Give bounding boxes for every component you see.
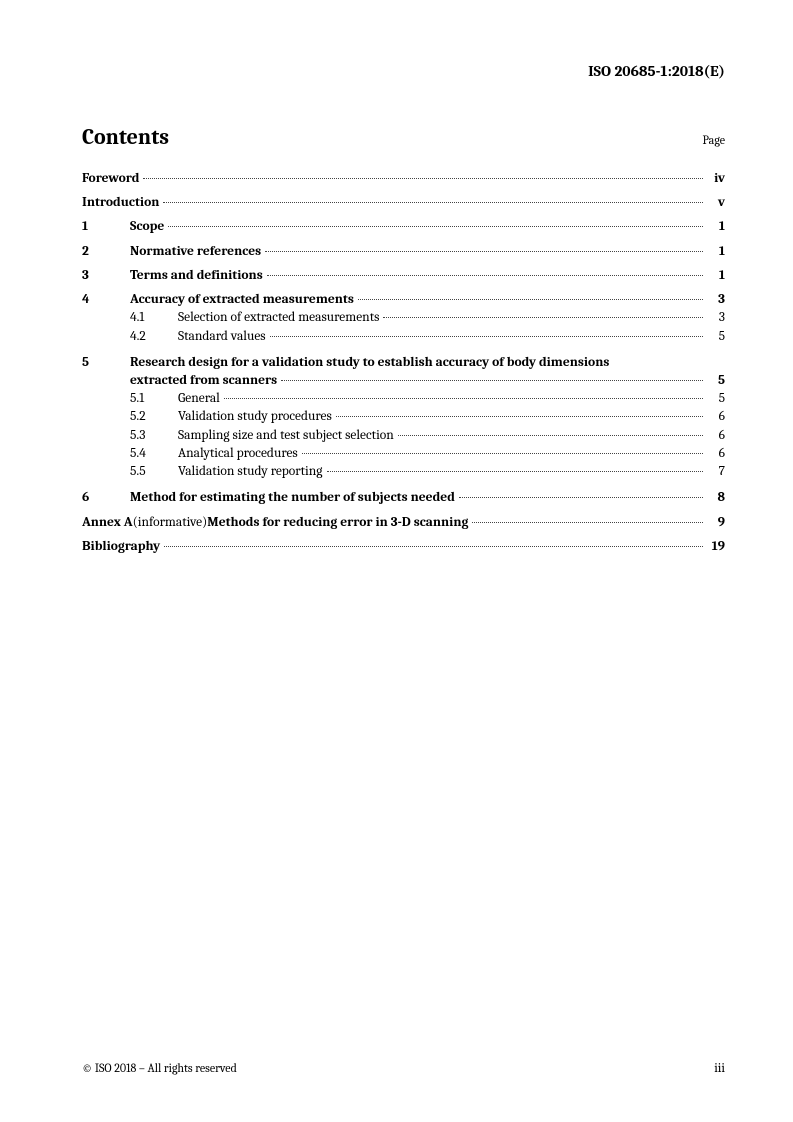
annex-type: (informative) xyxy=(133,514,208,532)
toc-title-line1: Research design for a validation study t… xyxy=(130,354,725,372)
toc-subtitle: Selection of extracted measurements xyxy=(178,309,379,327)
toc-entry-terms-definitions: 3 Terms and definitions 1 xyxy=(82,267,725,285)
toc-title: Methods for reducing error in 3-D scanni… xyxy=(207,514,468,532)
toc-title-line2: extracted from scanners xyxy=(130,372,277,390)
toc-number: 1 xyxy=(82,218,130,236)
toc-subnumber: 4.1 xyxy=(130,309,178,327)
toc-subnumber: 5.4 xyxy=(130,445,178,463)
toc-entry-scope: 1 Scope 1 xyxy=(82,218,725,236)
toc-section-accuracy: 4 Accuracy of extracted measurements 3 4… xyxy=(82,291,725,346)
page-column-label: Page xyxy=(703,133,725,147)
toc-entry-bibliography: Bibliography 19 xyxy=(82,538,725,556)
toc-entry-introduction: Introduction v xyxy=(82,194,725,212)
toc-subentry: 5.3 Sampling size and test subject selec… xyxy=(82,427,725,445)
toc-subtitle: Sampling size and test subject selection xyxy=(178,427,394,445)
toc-entry-foreword: Foreword iv xyxy=(82,170,725,188)
document-header: ISO 20685-1:2018(E) xyxy=(82,62,725,80)
toc-page: 19 xyxy=(707,538,725,556)
toc-subnumber: 5.2 xyxy=(130,408,178,426)
toc-leader xyxy=(267,275,703,276)
toc-page: 6 xyxy=(707,427,725,445)
toc-section-research-design: 5 Research design for a validation study… xyxy=(82,354,725,482)
toc-subentry: 5.2 Validation study procedures 6 xyxy=(82,408,725,426)
page-footer: © ISO 2018 – All rights reserved iii xyxy=(82,1061,725,1076)
toc-page: 1 xyxy=(707,267,725,285)
toc-leader xyxy=(270,336,703,337)
toc-leader xyxy=(327,471,704,472)
annex-label: Annex A xyxy=(82,514,133,532)
toc-page: 1 xyxy=(707,218,725,236)
toc-title: Bibliography xyxy=(82,538,160,556)
contents-title: Contents xyxy=(82,124,169,150)
toc-entry-normative-references: 2 Normative references 1 xyxy=(82,243,725,261)
toc-title: Method for estimating the number of subj… xyxy=(130,489,455,507)
toc-number: 5 xyxy=(82,354,130,372)
toc-leader xyxy=(164,546,703,547)
toc-number: 3 xyxy=(82,267,130,285)
toc-page: 6 xyxy=(707,408,725,426)
toc-leader xyxy=(281,380,703,381)
toc-page: 5 xyxy=(707,372,725,390)
toc-title: Foreword xyxy=(82,170,139,188)
toc-subtitle: Validation study reporting xyxy=(178,463,323,481)
toc-title: Accuracy of extracted measurements xyxy=(130,291,354,309)
toc-page: 7 xyxy=(707,463,725,481)
toc-page: 8 xyxy=(707,489,725,507)
toc-number: 6 xyxy=(82,489,130,507)
toc-page: 5 xyxy=(707,390,725,408)
toc-leader xyxy=(336,416,703,417)
toc-leader xyxy=(224,398,703,399)
toc-page: 5 xyxy=(707,328,725,346)
toc-page: 3 xyxy=(707,309,725,327)
toc-subentry: 5.1 General 5 xyxy=(82,390,725,408)
toc-leader xyxy=(168,226,703,227)
toc-leader xyxy=(383,317,703,318)
toc-subtitle: Validation study procedures xyxy=(178,408,332,426)
toc-subnumber: 5.3 xyxy=(130,427,178,445)
toc-page: 6 xyxy=(707,445,725,463)
toc-page: 9 xyxy=(707,514,725,532)
toc-subtitle: Analytical procedures xyxy=(178,445,298,463)
toc-leader xyxy=(143,178,703,179)
toc-entry-accuracy: 4 Accuracy of extracted measurements 3 xyxy=(82,291,725,309)
toc-page: v xyxy=(707,194,725,212)
toc-subtitle: Standard values xyxy=(178,328,266,346)
table-of-contents: Foreword iv Introduction v 1 Scope 1 2 N… xyxy=(82,170,725,556)
toc-title: Terms and definitions xyxy=(130,267,263,285)
toc-subentry: 4.1 Selection of extracted measurements … xyxy=(82,309,725,327)
toc-subnumber: 5.1 xyxy=(130,390,178,408)
toc-page: 3 xyxy=(707,291,725,309)
toc-subtitle: General xyxy=(178,390,220,408)
toc-subentry: 5.5 Validation study reporting 7 xyxy=(82,463,725,481)
toc-leader xyxy=(472,522,703,523)
toc-leader xyxy=(163,202,703,203)
footer-page-number: iii xyxy=(714,1061,725,1076)
toc-leader xyxy=(398,435,703,436)
toc-entry-method-estimating: 6 Method for estimating the number of su… xyxy=(82,489,725,507)
toc-page: iv xyxy=(707,170,725,188)
toc-leader xyxy=(459,497,703,498)
toc-subentry: 5.4 Analytical procedures 6 xyxy=(82,445,725,463)
toc-subnumber: 4.2 xyxy=(130,328,178,346)
toc-subnumber: 5.5 xyxy=(130,463,178,481)
toc-leader xyxy=(302,453,703,454)
toc-number: 4 xyxy=(82,291,130,309)
toc-leader xyxy=(265,251,703,252)
toc-title: Scope xyxy=(130,218,164,236)
toc-subentry: 4.2 Standard values 5 xyxy=(82,328,725,346)
toc-title: Normative references xyxy=(130,243,261,261)
toc-entry-research-design: 5 Research design for a validation study… xyxy=(82,354,725,390)
toc-entry-annex-a: Annex A (informative) Methods for reduci… xyxy=(82,514,725,532)
toc-leader xyxy=(358,299,703,300)
toc-number: 2 xyxy=(82,243,130,261)
toc-page: 1 xyxy=(707,243,725,261)
footer-copyright: © ISO 2018 – All rights reserved xyxy=(82,1061,237,1075)
toc-title: Introduction xyxy=(82,194,159,212)
contents-heading-row: Contents Page xyxy=(82,124,725,150)
